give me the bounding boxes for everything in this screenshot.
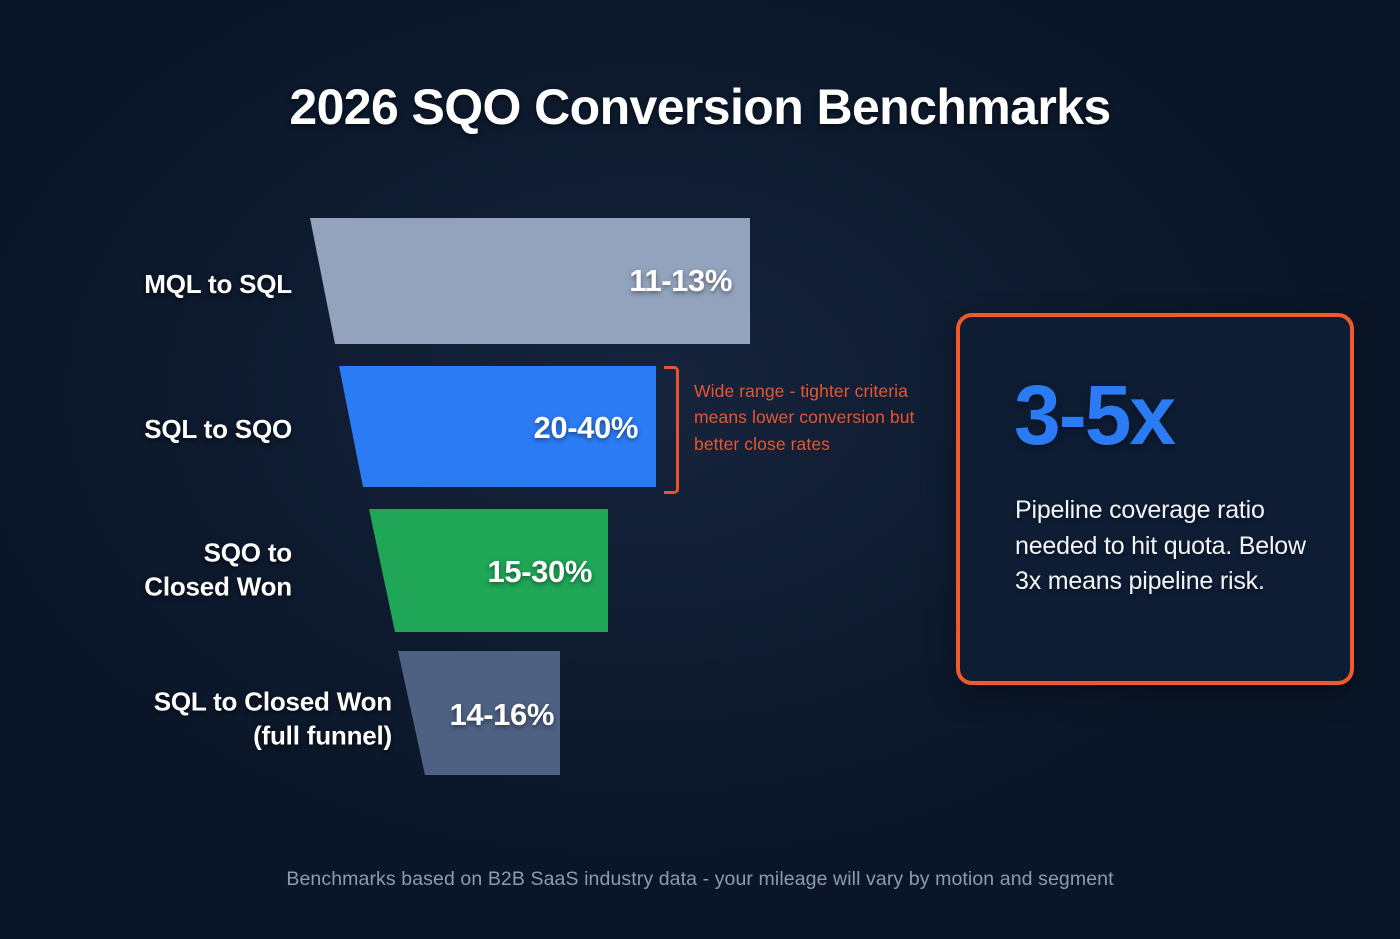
funnel-bar-value: 14-16% — [449, 697, 555, 732]
funnel-bar-sql-to-closed-won: 14-16% — [398, 651, 560, 775]
stage-label-line1: SQL to SQO — [144, 413, 292, 444]
callout-description: Pipeline coverage ratio needed to hit qu… — [1015, 496, 1306, 595]
footer-note: Benchmarks based on B2B SaaS industry da… — [286, 868, 1114, 890]
funnel-chart: MQL to SQL 11-13% SQL to SQO 20-40% Wide… — [40, 218, 915, 775]
funnel-bar-mql-to-sql: 11-13% — [310, 218, 750, 344]
stage-label-sql-to-sqo: SQL to SQO — [60, 412, 292, 446]
funnel-bar-value: 11-13% — [629, 263, 732, 298]
stage-label-mql-to-sql: MQL to SQL — [60, 267, 292, 301]
stage-label-sql-to-closed-won: SQL to Closed Won (full funnel) — [40, 685, 393, 754]
stage-label-line1: SQL to Closed Won — [153, 686, 393, 717]
stage-label-line1: MQL to SQL — [144, 268, 292, 299]
funnel-bar-sqo-to-closed-won: 15-30% — [369, 509, 608, 632]
stage-label-line2: Closed Won — [144, 572, 292, 602]
page-title: 2026 SQO Conversion Benchmarks — [289, 79, 1111, 135]
annotation-bracket — [664, 366, 679, 494]
funnel-bar-sql-to-sqo: 20-40% — [339, 366, 656, 487]
pipeline-coverage-callout: 3-5x Pipeline coverage ratio needed to h… — [956, 313, 1354, 685]
callout-figure: 3-5x — [1014, 368, 1176, 462]
stage-label-line2: (full funnel) — [253, 721, 392, 751]
stage-label-sqo-to-closed-won: SQO to Closed Won — [60, 536, 292, 605]
funnel-bar-value: 20-40% — [533, 410, 639, 445]
stage-label-line1: SQO to — [203, 537, 293, 568]
funnel-bar-value: 15-30% — [487, 554, 593, 589]
annotation-text: Wide range - tighter criteria means lowe… — [694, 381, 915, 454]
